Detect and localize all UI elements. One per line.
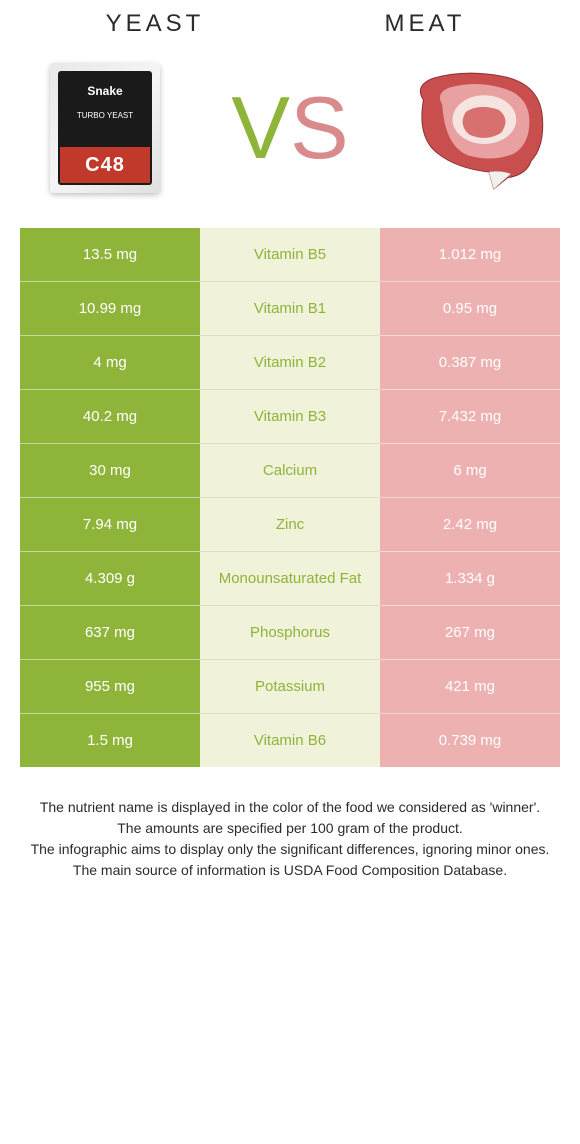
vs-label: VS [231, 84, 348, 172]
right-value: 0.95 mg [380, 281, 560, 335]
left-value: 13.5 mg [20, 228, 200, 281]
footer-line: The nutrient name is displayed in the co… [30, 797, 550, 818]
footer-line: The main source of information is USDA F… [30, 860, 550, 881]
left-value: 4 mg [20, 335, 200, 389]
yeast-line: TURBO YEAST [60, 111, 150, 120]
right-title: Meat [290, 10, 560, 38]
nutrient-name: Zinc [200, 497, 380, 551]
table-row: 4 mgVitamin B20.387 mg [20, 335, 560, 389]
table-row: 10.99 mgVitamin B10.95 mg [20, 281, 560, 335]
left-value: 10.99 mg [20, 281, 200, 335]
yeast-pack-icon: Snake TURBO YEAST C48 [50, 63, 160, 193]
right-value: 7.432 mg [380, 389, 560, 443]
left-value: 30 mg [20, 443, 200, 497]
nutrient-name: Monounsaturated Fat [200, 551, 380, 605]
right-value: 0.739 mg [380, 713, 560, 767]
right-value: 1.334 g [380, 551, 560, 605]
right-value: 6 mg [380, 443, 560, 497]
nutrient-name: Potassium [200, 659, 380, 713]
right-value: 0.387 mg [380, 335, 560, 389]
footer-line: The infographic aims to display only the… [30, 839, 550, 860]
right-value: 1.012 mg [380, 228, 560, 281]
table-row: 4.309 gMonounsaturated Fat1.334 g [20, 551, 560, 605]
nutrient-name: Phosphorus [200, 605, 380, 659]
left-value: 4.309 g [20, 551, 200, 605]
left-value: 955 mg [20, 659, 200, 713]
yeast-brand: Snake [60, 73, 150, 109]
infographic: Yeast Meat Snake TURBO YEAST C48 VS 13.5… [0, 0, 580, 881]
images-row: Snake TURBO YEAST C48 VS [0, 38, 580, 228]
comparison-table: 13.5 mgVitamin B51.012 mg10.99 mgVitamin… [20, 228, 560, 767]
header: Yeast Meat [0, 0, 580, 38]
left-value: 637 mg [20, 605, 200, 659]
yeast-image: Snake TURBO YEAST C48 [30, 58, 180, 198]
table-row: 1.5 mgVitamin B60.739 mg [20, 713, 560, 767]
yeast-code: C48 [60, 147, 150, 183]
nutrient-name: Vitamin B6 [200, 713, 380, 767]
table-row: 637 mgPhosphorus267 mg [20, 605, 560, 659]
footer-line: The amounts are specified per 100 gram o… [30, 818, 550, 839]
nutrient-name: Vitamin B2 [200, 335, 380, 389]
vs-s: S [290, 84, 349, 172]
right-value: 2.42 mg [380, 497, 560, 551]
nutrient-name: Calcium [200, 443, 380, 497]
left-value: 1.5 mg [20, 713, 200, 767]
left-value: 40.2 mg [20, 389, 200, 443]
nutrient-name: Vitamin B1 [200, 281, 380, 335]
table-row: 7.94 mgZinc2.42 mg [20, 497, 560, 551]
left-value: 7.94 mg [20, 497, 200, 551]
left-title: Yeast [20, 10, 290, 38]
vs-v: V [231, 84, 290, 172]
meat-icon [400, 63, 550, 193]
table-row: 40.2 mgVitamin B37.432 mg [20, 389, 560, 443]
footer-text: The nutrient name is displayed in the co… [0, 767, 580, 881]
meat-image [400, 58, 550, 198]
table-row: 30 mgCalcium6 mg [20, 443, 560, 497]
right-value: 267 mg [380, 605, 560, 659]
nutrient-name: Vitamin B5 [200, 228, 380, 281]
table-row: 13.5 mgVitamin B51.012 mg [20, 228, 560, 281]
right-value: 421 mg [380, 659, 560, 713]
nutrient-name: Vitamin B3 [200, 389, 380, 443]
table-row: 955 mgPotassium421 mg [20, 659, 560, 713]
